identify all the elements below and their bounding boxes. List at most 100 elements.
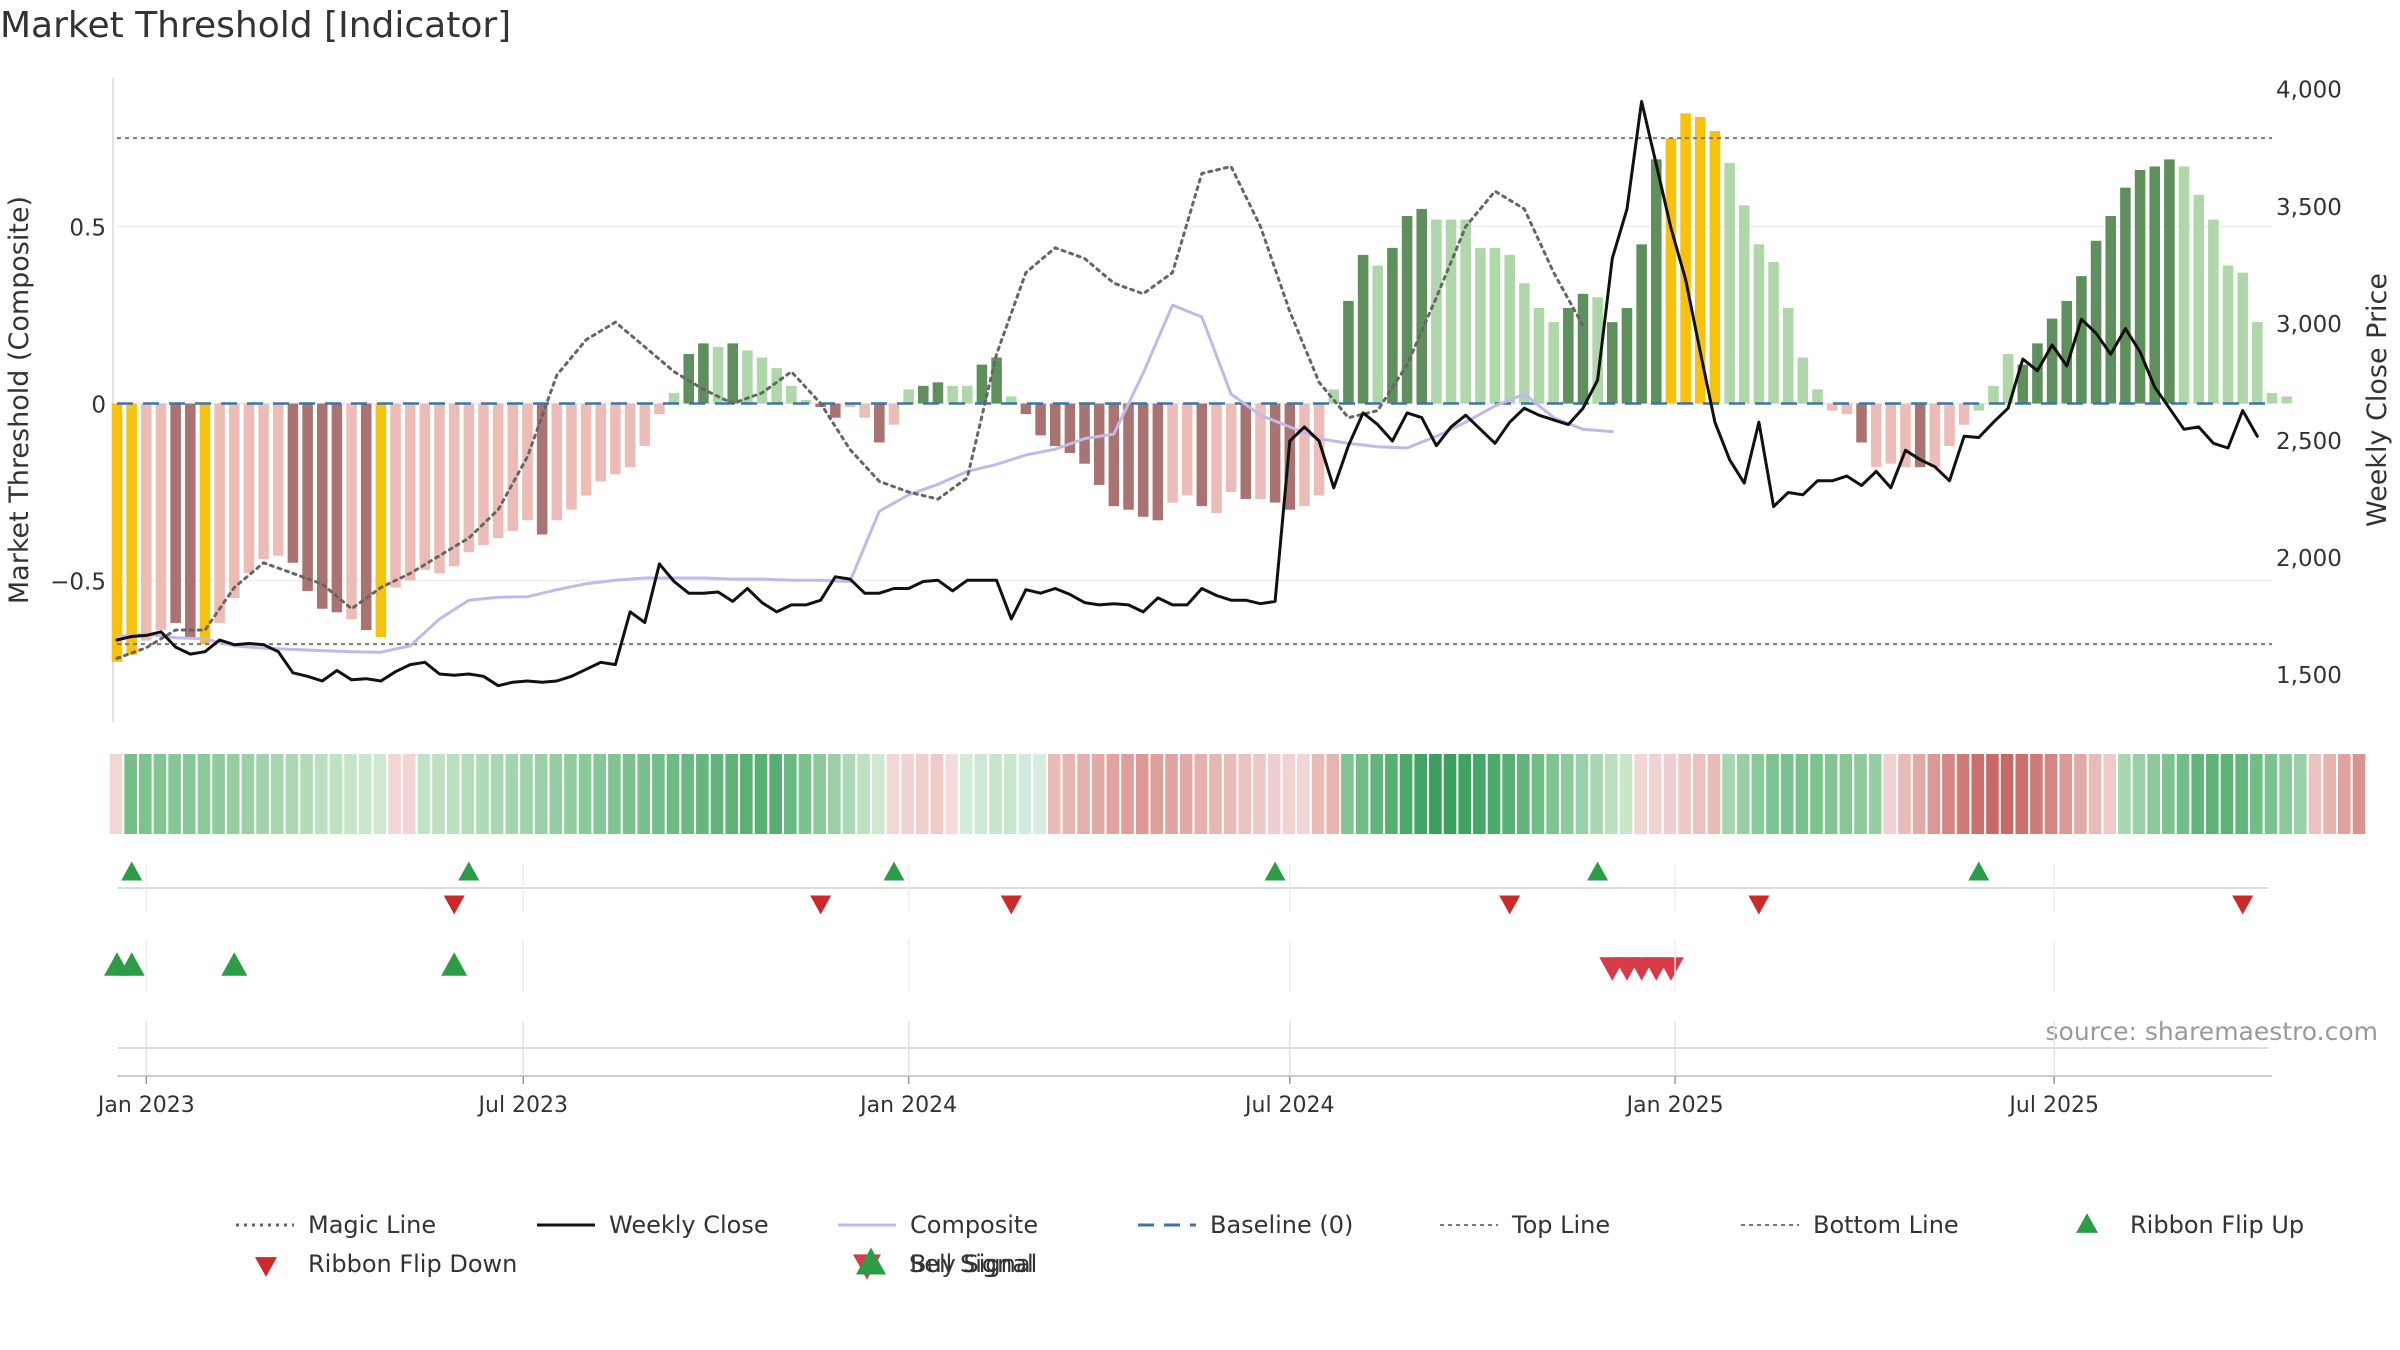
composite-bar bbox=[1768, 262, 1779, 404]
composite-bar bbox=[1709, 131, 1721, 404]
composite-bar bbox=[727, 343, 738, 404]
buy-signal-marker bbox=[441, 952, 468, 976]
ribbon-cell bbox=[1824, 754, 1838, 834]
ribbon-cell bbox=[1971, 754, 1985, 834]
composite-bar bbox=[185, 403, 196, 638]
buy-signal-marker bbox=[118, 952, 145, 976]
ribbon-cell bbox=[2162, 754, 2175, 834]
composite-bar bbox=[771, 368, 782, 404]
ribbon-cell bbox=[388, 754, 401, 834]
composite-bar bbox=[1988, 385, 1999, 404]
ribbon-cell bbox=[402, 754, 416, 834]
composite-bar bbox=[1460, 219, 1471, 404]
composite-bar bbox=[1694, 116, 1706, 404]
ribbon-cell bbox=[1502, 754, 1515, 834]
ribbon-cell bbox=[945, 754, 958, 834]
composite-bar bbox=[1914, 403, 1926, 468]
left-axis-ticks: 0.5 0 −0.5 bbox=[50, 216, 106, 596]
ribbon-cell bbox=[1326, 754, 1340, 834]
sell-signal-marker bbox=[1657, 957, 1684, 981]
composite-bar bbox=[375, 403, 387, 638]
ribbon-cell bbox=[2000, 754, 2014, 834]
ribbon-cell bbox=[1546, 754, 1559, 834]
composite-bar bbox=[111, 403, 123, 662]
composite-bar bbox=[302, 403, 313, 592]
composite-bar bbox=[360, 403, 372, 630]
flip-up-marker bbox=[121, 861, 143, 881]
composite-bar bbox=[1826, 403, 1838, 411]
composite-bar bbox=[1621, 308, 1633, 404]
ribbon-cell bbox=[138, 754, 152, 834]
ribbon-cell bbox=[534, 754, 548, 834]
composite-bar bbox=[1431, 219, 1442, 404]
ribbon-cell bbox=[432, 754, 445, 834]
composite-bar bbox=[786, 385, 797, 404]
ribbon-cell bbox=[2030, 754, 2043, 834]
flip-up-markers bbox=[121, 861, 1990, 881]
composite-bar bbox=[654, 403, 665, 415]
composite-bar bbox=[1137, 403, 1149, 517]
composite-bar bbox=[918, 385, 929, 404]
composite-bar bbox=[1357, 254, 1369, 404]
composite-bar bbox=[712, 346, 724, 404]
composite-bar bbox=[932, 382, 944, 404]
ribbon-cell bbox=[2308, 754, 2322, 834]
composite-bar bbox=[1548, 322, 1559, 404]
ribbon-cell bbox=[2293, 754, 2307, 834]
left-tick-label: 0 bbox=[91, 393, 106, 419]
ribbon-cell bbox=[1091, 754, 1105, 834]
composite-bar bbox=[668, 392, 680, 404]
composite-bar bbox=[155, 403, 167, 630]
ribbon-cell bbox=[212, 754, 225, 834]
composite-bar bbox=[1475, 247, 1486, 404]
date-axis-ticks: Jan 2023 Jul 2023 Jan 2024 Jul 2024 Jan 2025… bbox=[96, 864, 2099, 1118]
ribbon-cell bbox=[373, 754, 387, 834]
composite-bar bbox=[551, 403, 563, 521]
ribbon-cell bbox=[109, 754, 123, 834]
composite-bar bbox=[214, 403, 225, 623]
ribbon-cell bbox=[1912, 754, 1926, 834]
ribbon-cell bbox=[2206, 754, 2219, 834]
composite-bar bbox=[1005, 396, 1017, 404]
composite-bar bbox=[683, 354, 695, 404]
composite-bar bbox=[1372, 265, 1384, 404]
ribbon-cell bbox=[1150, 754, 1164, 834]
composite-bar bbox=[888, 403, 900, 425]
left-axis-label: Market Threshold (Composite) bbox=[4, 196, 35, 604]
ribbon-cell bbox=[1751, 754, 1765, 834]
ribbon-cell bbox=[1854, 754, 1867, 834]
ribbon-cell bbox=[1619, 754, 1633, 834]
composite-bar bbox=[2237, 272, 2248, 404]
composite-bar bbox=[199, 403, 211, 645]
legend-flip-down-swatch bbox=[255, 1257, 277, 1277]
composite-bar bbox=[1093, 403, 1105, 485]
ribbon-cell bbox=[564, 754, 577, 834]
composite-bar bbox=[1900, 403, 1911, 468]
ribbon-cell bbox=[314, 754, 328, 834]
composite-bar bbox=[434, 403, 445, 574]
ribbon-cell bbox=[1590, 754, 1603, 834]
ribbon-cell bbox=[1795, 754, 1809, 834]
ribbon-cell bbox=[1297, 754, 1310, 834]
composite-bar bbox=[2105, 216, 2117, 404]
composite-bar bbox=[1211, 403, 1222, 514]
ribbon-cell bbox=[871, 754, 885, 834]
composite-bar bbox=[1651, 159, 1662, 404]
composite-bar bbox=[903, 389, 914, 404]
ribbon-cell bbox=[901, 754, 914, 834]
ribbon-cell bbox=[637, 754, 651, 834]
composite-bar bbox=[742, 350, 753, 404]
composite-bar bbox=[1020, 403, 1032, 415]
ribbon-cell bbox=[622, 754, 636, 834]
composite-bar bbox=[1240, 403, 1252, 500]
composite-bar bbox=[2252, 322, 2263, 404]
ribbon-cell bbox=[446, 754, 460, 834]
composite-bar bbox=[287, 403, 299, 563]
ribbon-cell bbox=[989, 754, 1002, 834]
ribbon-cell bbox=[344, 754, 357, 834]
flip-up-marker bbox=[458, 861, 480, 881]
composite-bar bbox=[1636, 244, 1647, 404]
composite-bars bbox=[111, 113, 2292, 662]
composite-bar bbox=[2149, 166, 2160, 404]
composite-bar bbox=[2222, 265, 2234, 404]
